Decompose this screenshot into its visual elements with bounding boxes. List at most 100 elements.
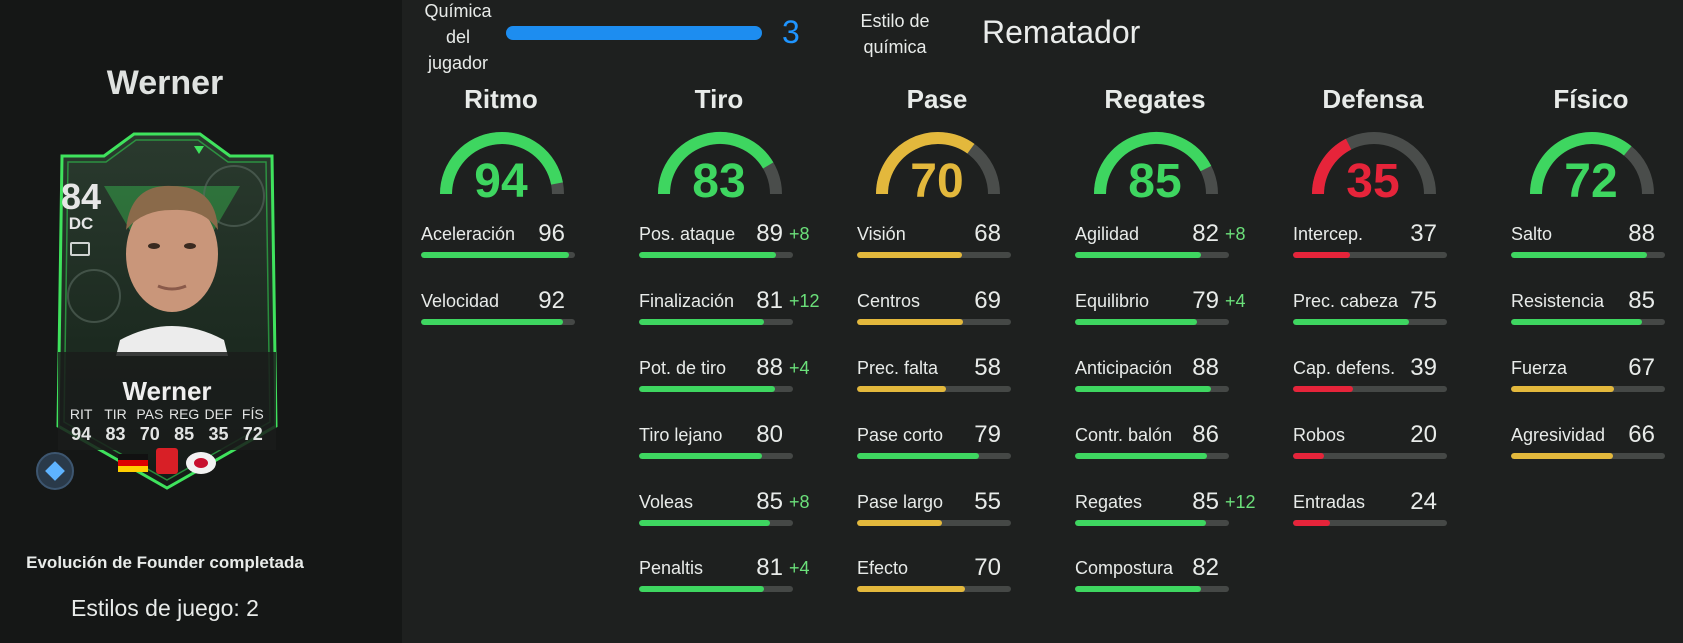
attribute-value: 85 bbox=[1628, 287, 1655, 314]
attribute-name: Penaltis bbox=[639, 558, 704, 578]
attribute-row[interactable]: Agilidad 82 +8 bbox=[1075, 220, 1275, 274]
attribute-row[interactable]: Regates 85 +12 bbox=[1075, 488, 1275, 542]
attribute-row[interactable]: Penaltis 81 +4 bbox=[639, 554, 839, 608]
category-title: Pase bbox=[906, 84, 968, 114]
player-card[interactable]: 84 DC Werner RIT 94 TIR 83 PAS 70 REG 85 DEF… bbox=[44, 126, 290, 496]
attribute-bar-track bbox=[639, 453, 793, 459]
attribute-row[interactable]: Velocidad 92 bbox=[421, 287, 621, 341]
category-gauge bbox=[1312, 132, 1436, 195]
attribute-bar-track bbox=[1511, 319, 1665, 325]
attribute-bar-track bbox=[639, 586, 793, 592]
attribute-row[interactable]: Prec. falta 58 bbox=[857, 354, 1057, 408]
attribute-name: Pase corto bbox=[857, 425, 944, 445]
attribute-row[interactable]: Pot. de tiro 88 +4 bbox=[639, 354, 839, 408]
attribute-bar-track bbox=[639, 319, 793, 325]
attribute-value: 80 bbox=[756, 421, 783, 448]
category-value: 72 bbox=[1564, 155, 1618, 208]
attribute-row[interactable]: Finalización 81 +12 bbox=[639, 287, 839, 341]
attribute-name: Tiro lejano bbox=[639, 425, 723, 445]
attribute-row[interactable]: Pase largo 55 bbox=[857, 488, 1057, 542]
attribute-value: 69 bbox=[974, 287, 1001, 314]
category-title: Ritmo bbox=[464, 84, 538, 114]
attribute-bar-track bbox=[1293, 520, 1447, 526]
attribute-row[interactable]: Resistencia 85 bbox=[1511, 287, 1683, 341]
chemistry-bar bbox=[506, 26, 762, 40]
attribute-value: 68 bbox=[974, 220, 1001, 247]
attribute-row[interactable]: Tiro lejano 80 bbox=[639, 421, 839, 475]
attribute-bar-fill bbox=[1293, 386, 1354, 392]
card-stat: TIR 83 bbox=[104, 406, 127, 444]
attribute-bar-fill bbox=[857, 520, 942, 526]
attribute-row[interactable]: Agresividad 66 bbox=[1511, 421, 1683, 475]
attribute-row[interactable]: Pase corto 79 bbox=[857, 421, 1057, 475]
card-stat: PAS 70 bbox=[136, 406, 164, 444]
category-title: Físico bbox=[1553, 84, 1629, 114]
attribute-row[interactable]: Visión 68 bbox=[857, 220, 1057, 274]
attribute-bar-track bbox=[1075, 252, 1229, 258]
attribute-value: 85 bbox=[756, 488, 783, 515]
attribute-name: Entradas bbox=[1293, 492, 1366, 512]
germany-flag-icon bbox=[118, 454, 148, 472]
attribute-bar-track bbox=[1511, 252, 1665, 258]
attribute-row[interactable]: Salto 88 bbox=[1511, 220, 1683, 274]
attribute-value: 85 bbox=[1192, 488, 1219, 515]
attribute-name: Robos bbox=[1293, 425, 1346, 445]
attribute-value: 82 bbox=[1192, 554, 1219, 581]
attribute-value: 75 bbox=[1410, 287, 1437, 314]
card-stat: REG 85 bbox=[168, 406, 200, 444]
attribute-value: 92 bbox=[538, 287, 565, 314]
attribute-bar-fill bbox=[857, 453, 979, 459]
stat-column-4: Defensa 35 Intercep. 37 Prec. cabeza 75 Cap. d… bbox=[1293, 84, 1493, 624]
attribute-row[interactable]: Contr. balón 86 bbox=[1075, 421, 1275, 475]
attribute-value: 79 bbox=[974, 421, 1001, 448]
attribute-bar-track bbox=[421, 252, 575, 258]
attribute-value: 37 bbox=[1410, 220, 1437, 247]
attribute-row[interactable]: Voleas 85 +8 bbox=[639, 488, 839, 542]
stat-column-5: Físico 72 Salto 88 Resistencia 85 Fuerza 67 Agre… bbox=[1511, 84, 1683, 624]
attribute-name: Intercep. bbox=[1293, 224, 1364, 244]
attribute-bar-fill bbox=[639, 453, 763, 459]
attribute-bar-fill bbox=[421, 252, 569, 258]
attribute-value: 20 bbox=[1410, 421, 1437, 448]
attribute-name: Prec. cabeza bbox=[1293, 291, 1399, 311]
attribute-bar-fill bbox=[639, 586, 764, 592]
attribute-row[interactable]: Robos 20 bbox=[1293, 421, 1493, 475]
attribute-row[interactable]: Entradas 24 bbox=[1293, 488, 1493, 542]
attribute-row[interactable]: Pos. ataque 89 +8 bbox=[639, 220, 839, 274]
chem-style-value[interactable]: Rematador bbox=[982, 14, 1141, 50]
attribute-value: 39 bbox=[1410, 354, 1437, 381]
attribute-name: Contr. balón bbox=[1075, 425, 1173, 445]
attribute-row[interactable]: Compostura 82 bbox=[1075, 554, 1275, 608]
attribute-bar-track bbox=[1293, 252, 1447, 258]
attribute-row[interactable]: Efecto 70 bbox=[857, 554, 1057, 608]
attribute-row[interactable]: Fuerza 67 bbox=[1511, 354, 1683, 408]
attribute-row[interactable]: Aceleración 96 bbox=[421, 220, 621, 274]
attribute-row[interactable]: Anticipación 88 bbox=[1075, 354, 1275, 408]
playstyles-count: Estilos de juego: 2 bbox=[71, 595, 259, 621]
attribute-bar-fill bbox=[639, 319, 764, 325]
card-stat: DEF 35 bbox=[204, 406, 233, 444]
attribute-bar-fill bbox=[1075, 319, 1197, 325]
attribute-bar-track bbox=[857, 252, 1011, 258]
attribute-name: Finalización bbox=[639, 291, 735, 311]
attribute-row[interactable]: Cap. defens. 39 bbox=[1293, 354, 1493, 408]
category-gauge bbox=[1094, 132, 1218, 195]
attribute-bar-track bbox=[639, 252, 793, 258]
attribute-row[interactable]: Intercep. 37 bbox=[1293, 220, 1493, 274]
gauge-fill bbox=[1094, 132, 1212, 195]
attribute-bar-fill bbox=[1511, 453, 1613, 459]
attribute-bar-track bbox=[639, 386, 793, 392]
category-title: Tiro bbox=[694, 84, 744, 114]
attribute-row[interactable]: Centros 69 bbox=[857, 287, 1057, 341]
category-value: 94 bbox=[474, 155, 528, 208]
attribute-row[interactable]: Prec. cabeza 75 bbox=[1293, 287, 1493, 341]
rb-leipzig-badge-icon bbox=[186, 452, 216, 474]
attribute-name: Centros bbox=[857, 291, 921, 311]
attribute-boost: +4 bbox=[789, 358, 810, 378]
chemistry-value: 3 bbox=[782, 14, 800, 50]
attribute-row[interactable]: Equilibrio 79 +4 bbox=[1075, 287, 1275, 341]
category-value: 83 bbox=[692, 155, 746, 208]
category-value: 35 bbox=[1346, 155, 1400, 208]
attribute-name: Cap. defens. bbox=[1293, 358, 1396, 378]
attribute-value: 82 bbox=[1192, 220, 1219, 247]
